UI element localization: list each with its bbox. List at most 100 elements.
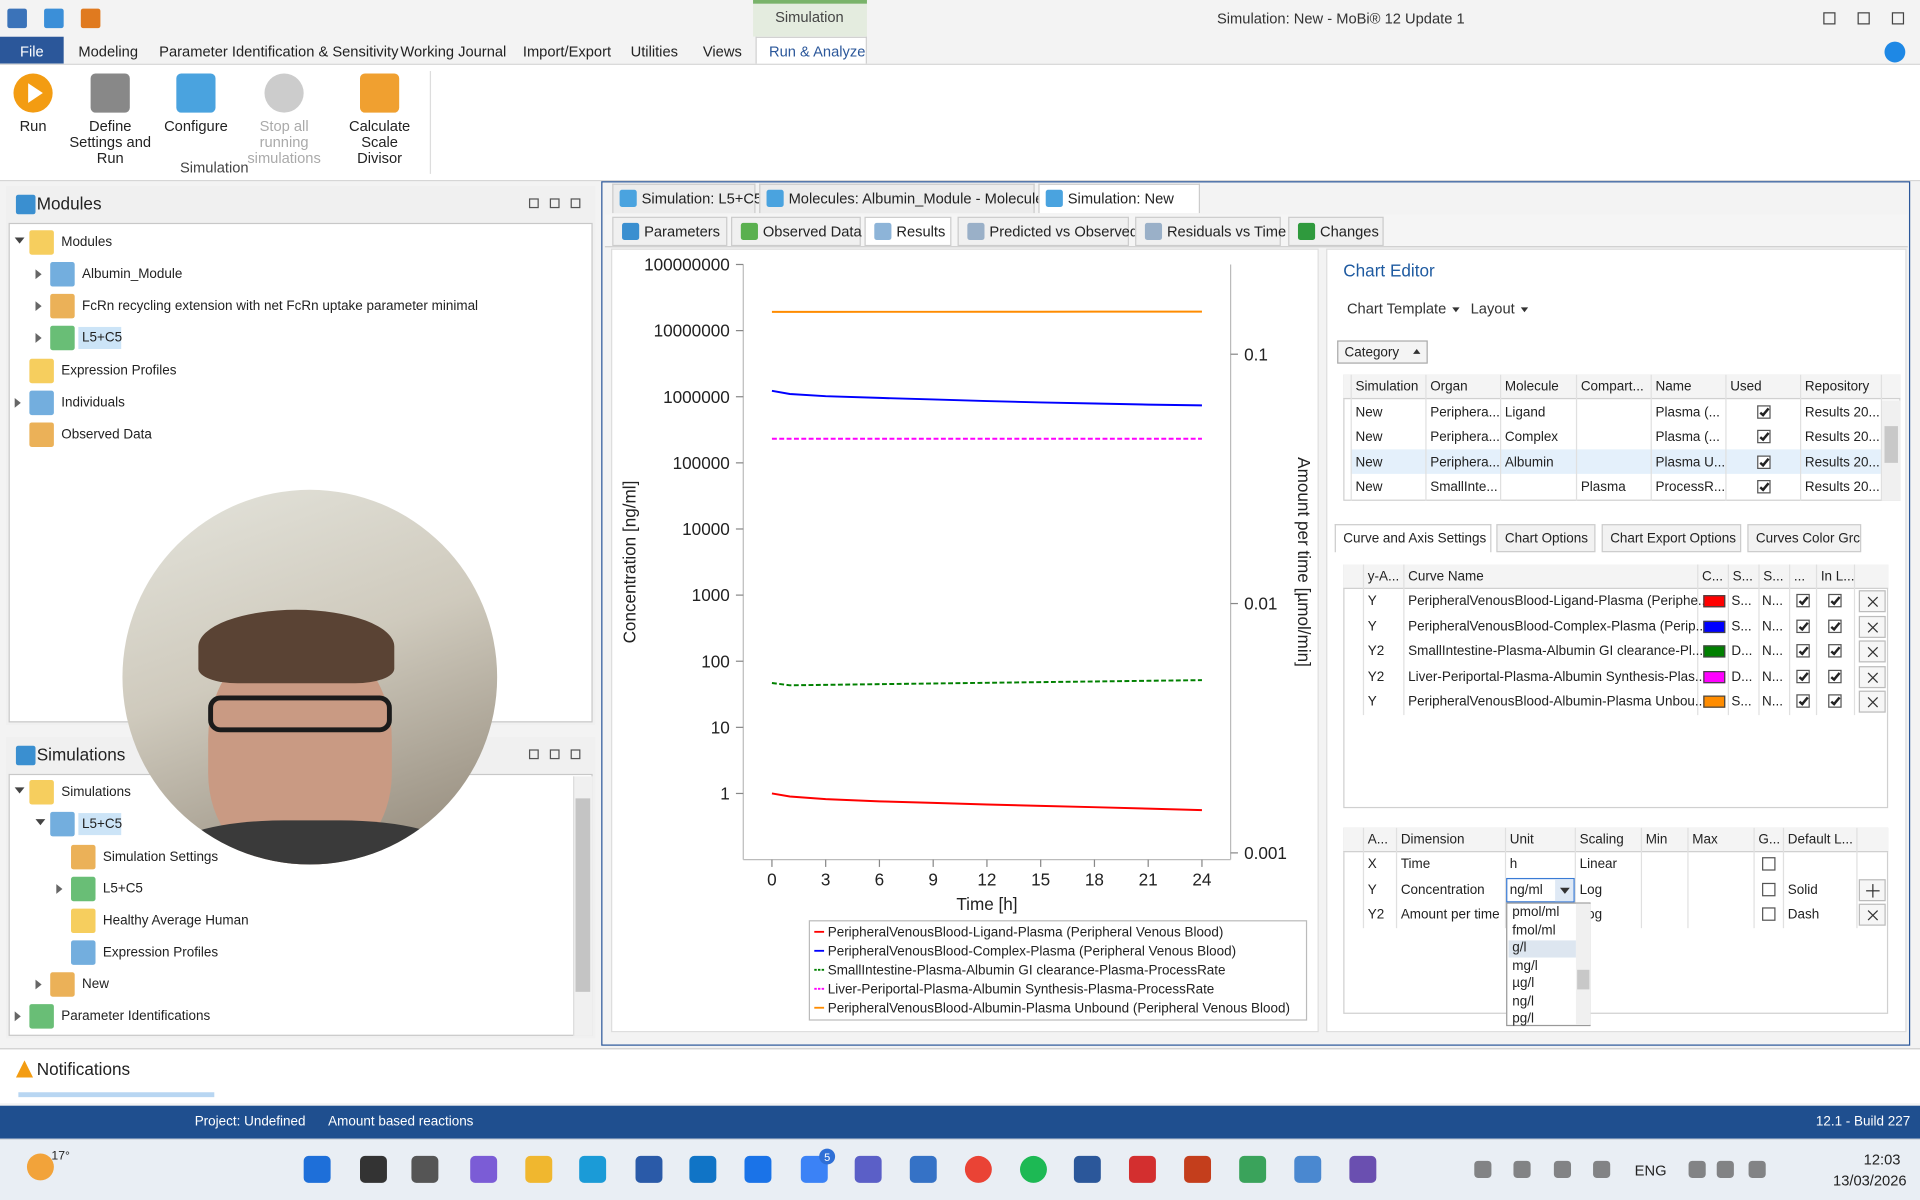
quick-access-icon[interactable] [7,8,27,29]
view-tab[interactable] [957,216,1129,247]
color-swatch[interactable] [1703,695,1726,708]
ribbon-button-label[interactable]: Stop all running simulations [247,117,321,167]
tree-node[interactable]: Observed Data [61,427,152,443]
document-tab[interactable] [759,183,1035,214]
taskbar-app[interactable] [1349,1155,1377,1183]
taskbar-app[interactable] [1239,1155,1267,1183]
editor-tab-label[interactable]: Chart Export Options [1610,531,1736,547]
taskbar-app[interactable] [1073,1155,1101,1183]
panel-button[interactable] [570,198,581,209]
menu-item[interactable]: File [19,42,44,61]
ribbon-icon[interactable] [13,73,53,113]
dropdown-option[interactable]: pmol/ml [1512,904,1560,920]
panel-button[interactable] [528,198,539,209]
help-icon[interactable] [1884,41,1906,63]
tree-node[interactable]: L5+C5 [102,881,143,897]
tray-icon[interactable] [1748,1160,1766,1178]
taskbar-app[interactable] [411,1155,439,1183]
dropdown-option[interactable]: fmol/ml [1512,922,1556,938]
taskbar-app[interactable] [964,1155,992,1183]
axis-button[interactable] [1858,878,1886,901]
ribbon-button-label[interactable]: Calculate Scale Divisor [348,117,411,167]
expand-arrow[interactable] [14,397,21,408]
panel-button[interactable] [570,749,581,760]
editor-menu[interactable]: Chart Template [1346,300,1447,318]
view-tab-label[interactable]: Results [896,222,946,241]
expand-arrow[interactable] [35,819,46,826]
tray-icon[interactable] [1553,1160,1572,1178]
panel-button[interactable] [528,749,539,760]
unit-editor[interactable] [1506,877,1575,903]
tree-node[interactable]: New [82,977,109,992]
menu-item[interactable]: Utilities [630,42,678,61]
tree-node[interactable]: FcRn recycling extension with net FcRn u… [82,298,479,314]
expand-arrow[interactable] [35,979,42,990]
taskbar-app[interactable] [1020,1155,1047,1183]
tray-icon[interactable] [1688,1160,1706,1178]
taskbar-app[interactable] [1294,1155,1322,1183]
taskbar-app[interactable] [909,1155,937,1183]
ribbon-button-label[interactable]: Configure [164,117,228,135]
tree-node[interactable]: Modules [61,235,113,250]
panel-button[interactable] [549,749,560,760]
taskbar-app[interactable] [635,1155,663,1183]
expand-arrow[interactable] [35,269,42,280]
window-button[interactable] [1891,12,1905,25]
tree-node[interactable]: Healthy Average Human [102,913,249,929]
delete-button[interactable] [1858,665,1886,688]
menu-item[interactable]: Parameter Identification & Sensitivity [159,42,399,61]
tray-icon[interactable] [1593,1160,1611,1178]
ribbon-icon[interactable] [176,73,216,113]
ribbon-icon[interactable] [360,73,400,113]
view-tab-label[interactable]: Predicted vs Observed [989,222,1139,241]
expand-arrow[interactable] [56,884,63,894]
ribbon-button-label[interactable]: Define Settings and Run [69,117,152,167]
document-tab[interactable] [1038,183,1201,214]
delete-button[interactable] [1858,615,1886,638]
expand-arrow[interactable] [35,301,42,312]
tree-node[interactable]: L5+C5 [82,816,123,832]
file-tab[interactable] [0,36,64,64]
document-tab-label[interactable]: Molecules: Albumin_Module - Molecules [788,189,1051,207]
view-tab-label[interactable]: Observed Data [762,222,862,241]
tree-node[interactable]: Individuals [61,395,125,411]
axis-button[interactable] [1858,903,1886,926]
document-tab-label[interactable]: Simulation: New [1067,189,1174,207]
dropdown-option[interactable]: mg/l [1512,958,1538,973]
taskbar-app[interactable] [744,1155,772,1183]
quick-access-icon[interactable] [44,8,64,29]
editor-tab[interactable] [1334,524,1492,553]
tray-icon[interactable] [1513,1160,1531,1178]
menu-item[interactable]: Working Journal [400,42,507,61]
expand-arrow[interactable] [35,333,42,343]
taskbar-app[interactable] [1128,1155,1156,1183]
editor-tab[interactable] [1601,524,1742,553]
editor-tab[interactable] [1496,524,1596,553]
scroll-thumb[interactable] [575,798,591,992]
taskbar-app[interactable] [854,1155,882,1183]
taskbar-app[interactable] [470,1155,498,1183]
taskbar-app[interactable] [525,1155,553,1183]
expand-arrow[interactable] [14,1011,21,1022]
tray-icon[interactable] [1716,1160,1734,1178]
window-button[interactable] [1823,12,1836,25]
taskbar-app[interactable] [689,1155,717,1183]
editor-tab-label[interactable]: Curve and Axis Settings [1343,531,1487,547]
taskbar-app[interactable] [579,1155,607,1183]
ribbon-icon[interactable] [264,73,304,113]
editor-tab-label[interactable]: Chart Options [1504,531,1589,547]
dropdown-option[interactable]: ng/l [1512,993,1534,1009]
color-swatch[interactable] [1703,620,1726,633]
tray-icon[interactable] [1474,1160,1492,1178]
editor-tab[interactable] [1747,524,1862,553]
expand-arrow[interactable] [14,787,25,794]
color-swatch[interactable] [1703,645,1726,658]
delete-button[interactable] [1858,690,1886,713]
taskbar-app[interactable] [1184,1155,1212,1183]
tree-node[interactable]: L5+C5 [82,330,123,346]
editor-menu[interactable]: Layout [1470,300,1515,318]
delete-button[interactable] [1858,640,1886,663]
tree-node[interactable]: Expression Profiles [102,945,219,961]
scroll-thumb[interactable] [1884,426,1898,463]
dropdown-option[interactable]: µg/l [1512,975,1535,991]
